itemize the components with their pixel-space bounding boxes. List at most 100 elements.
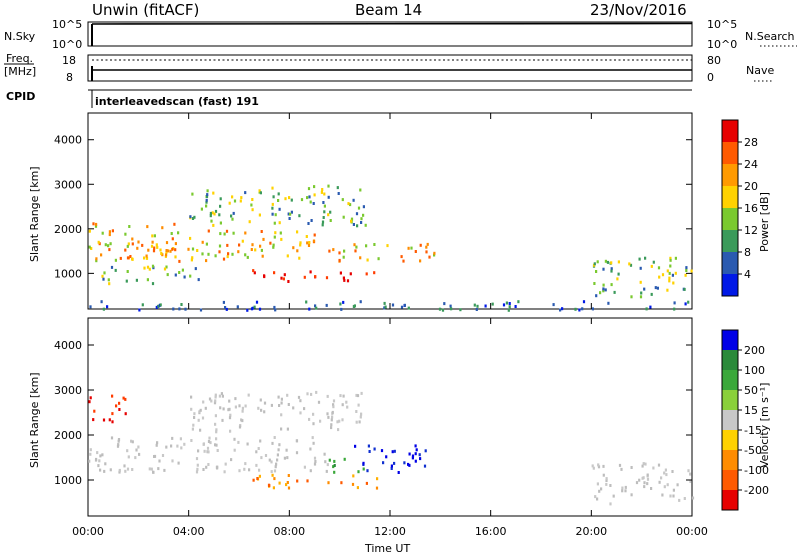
echo-cell — [118, 468, 121, 472]
echo-cell — [415, 448, 418, 452]
echo-cell — [668, 276, 671, 280]
echo-cell — [656, 286, 659, 290]
echo-cell — [613, 290, 616, 294]
echo-cell — [280, 401, 283, 405]
echo-cell — [313, 456, 317, 460]
echo-cell — [224, 306, 227, 309]
echo-cell — [250, 248, 253, 251]
echo-cell — [205, 259, 208, 263]
echo-cell — [131, 468, 134, 471]
echo-cell — [216, 449, 219, 452]
echo-cell — [400, 305, 404, 309]
echo-cell — [313, 185, 316, 189]
echo-cell — [124, 232, 127, 236]
echo-cell — [196, 467, 199, 471]
echo-cell — [152, 249, 156, 253]
echo-cell — [609, 502, 612, 506]
echo-cell — [438, 307, 442, 311]
echo-cell — [386, 244, 389, 248]
echo-cell — [652, 466, 655, 470]
echo-cell — [232, 211, 235, 215]
echo-cell — [596, 260, 599, 264]
echo-cell — [272, 195, 275, 199]
echo-cell — [89, 305, 92, 309]
echo-cell — [246, 442, 249, 446]
echo-cell — [244, 191, 247, 195]
echo-cell — [362, 205, 365, 209]
echo-cell — [327, 195, 330, 199]
echo-cell — [657, 266, 661, 270]
echo-cell — [191, 247, 195, 251]
echo-cell — [671, 273, 674, 277]
echo-cell — [147, 248, 150, 252]
echo-cell — [229, 413, 232, 417]
echo-cell — [241, 406, 244, 410]
echo-cell — [638, 478, 641, 482]
x-tick-label: 00:00 — [72, 525, 104, 538]
echo-cell — [101, 274, 104, 278]
echo-cell — [628, 262, 631, 266]
echo-cell — [342, 394, 345, 398]
echo-cell — [418, 453, 421, 457]
echo-cell — [151, 282, 155, 286]
echo-cell — [643, 485, 646, 489]
echo-cell — [340, 481, 343, 485]
echo-cell — [331, 415, 334, 419]
echo-cell — [238, 469, 241, 473]
echo-cell — [309, 200, 312, 204]
echo-cell — [273, 271, 276, 275]
echo-cell — [624, 489, 627, 493]
echo-cell — [610, 283, 613, 287]
echo-cell — [280, 397, 283, 401]
echo-cell — [313, 193, 316, 197]
echo-cell — [286, 427, 289, 431]
echo-cell — [218, 244, 222, 248]
colorbar-tick-label: 16 — [744, 202, 758, 215]
echo-cell — [286, 393, 289, 397]
echo-cell — [280, 237, 283, 241]
echo-cell — [155, 305, 158, 309]
echo-cell — [197, 418, 200, 422]
echo-cell — [148, 467, 151, 471]
echo-cell — [231, 217, 234, 221]
echo-cell — [231, 195, 234, 199]
echo-cell — [171, 436, 174, 440]
echo-cell — [193, 416, 196, 419]
echo-cell — [157, 304, 160, 308]
echo-cell — [345, 400, 348, 404]
echo-cell — [327, 415, 330, 419]
echo-cell — [411, 456, 414, 460]
echo-cell — [419, 457, 422, 461]
echo-cell — [669, 264, 672, 268]
echo-cell — [278, 443, 281, 447]
x-axis-ticks: 00:00 04:00 08:00 12:00 16:00 20:00 00:00 — [72, 113, 708, 538]
echo-cell — [171, 237, 174, 241]
colorbar-tick-label: -100 — [744, 464, 769, 477]
echo-cell — [658, 480, 661, 484]
x-tick-label: 12:00 — [374, 525, 406, 538]
echo-cell — [354, 249, 357, 253]
echo-cell — [209, 211, 212, 215]
echo-cell — [678, 498, 681, 502]
echo-cell — [280, 413, 283, 417]
echo-cell — [255, 450, 258, 454]
echo-cell — [208, 436, 211, 440]
echo-cell — [208, 397, 212, 401]
echo-cell — [277, 192, 280, 196]
echo-cell — [290, 210, 293, 214]
echo-cell — [310, 392, 313, 396]
echo-cell — [403, 303, 406, 307]
echo-cell — [278, 404, 281, 407]
echo-cell — [424, 449, 427, 453]
echo-cell — [362, 467, 365, 471]
echo-cell — [260, 408, 263, 412]
echo-cell — [271, 186, 274, 190]
echo-cell — [609, 484, 612, 487]
echo-cell — [225, 229, 229, 233]
echo-cell — [215, 443, 218, 447]
echo-cell — [263, 410, 266, 414]
echo-cell — [161, 226, 164, 230]
echo-cell — [672, 488, 675, 492]
echo-cell — [219, 204, 222, 208]
echo-cell — [135, 278, 138, 282]
